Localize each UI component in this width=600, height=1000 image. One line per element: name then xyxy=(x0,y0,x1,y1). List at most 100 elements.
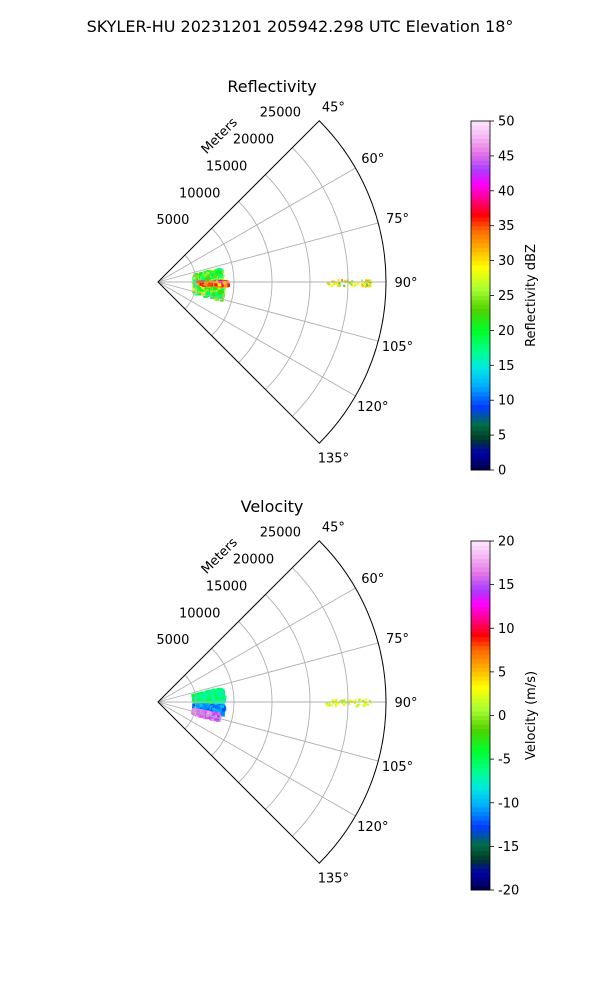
colorbar-segment xyxy=(471,225,490,231)
echo-gate xyxy=(205,288,208,292)
echo-gate xyxy=(367,279,370,282)
echo-gate xyxy=(205,276,210,281)
echo-gate xyxy=(214,296,218,300)
colorbar-segment xyxy=(471,663,490,668)
colorbar-tick-label: 30 xyxy=(498,254,515,269)
polar-grid xyxy=(157,567,386,837)
colorbar-segment xyxy=(471,610,490,616)
colorbar-segment xyxy=(471,326,490,331)
echo-gate xyxy=(336,701,339,705)
colorbar-segment xyxy=(471,243,490,248)
echo-gate xyxy=(349,281,352,284)
colorbar-segment xyxy=(471,321,490,327)
echo-gate xyxy=(200,691,204,695)
colorbar-segment xyxy=(471,168,490,174)
colorbar-tick-label: 20 xyxy=(498,535,515,550)
echo-gate xyxy=(211,690,215,694)
echo-gate xyxy=(328,704,331,707)
range-tick-label: 5000 xyxy=(156,213,189,228)
colorbar-segment xyxy=(471,706,490,712)
colorbar-segment xyxy=(471,190,490,196)
echo-gate xyxy=(218,710,221,713)
echo-gate xyxy=(326,703,329,706)
echo-gate xyxy=(204,287,207,291)
colorbar-segment xyxy=(471,125,490,131)
echo-gate xyxy=(218,283,222,287)
colorbar-segment xyxy=(471,173,490,179)
echo-gate xyxy=(200,280,205,285)
echo-gate xyxy=(192,282,195,285)
colorbar-segment xyxy=(471,545,490,551)
colorbar-segment xyxy=(471,356,490,362)
echo-gate xyxy=(335,704,338,708)
echo-gate xyxy=(332,701,335,704)
echo-gate xyxy=(217,712,221,716)
echo-gate xyxy=(331,699,334,702)
colorbar-segment xyxy=(471,439,490,445)
colorbar-segment xyxy=(471,147,490,152)
colorbar-segment xyxy=(471,404,490,410)
colorbar-segment xyxy=(471,802,490,808)
colorbar-segment xyxy=(471,369,490,375)
panel-title: Reflectivity xyxy=(227,77,316,96)
colorbar-tick-label: -5 xyxy=(498,753,511,768)
colorbar-segment xyxy=(471,391,490,397)
echo-gate xyxy=(200,695,205,700)
colorbar-tick-label: 15 xyxy=(498,359,515,374)
echo-gate xyxy=(202,706,207,711)
echo-gate xyxy=(209,704,213,707)
colorbar-segment xyxy=(471,868,490,873)
echo-gate xyxy=(197,705,201,709)
colorbar-segment xyxy=(471,317,490,323)
echo-gate xyxy=(337,284,340,288)
echo-gate xyxy=(214,699,218,703)
colorbar-segment xyxy=(471,798,490,804)
colorbar-segment xyxy=(471,833,490,839)
colorbar-segment xyxy=(471,885,490,891)
echo-gate xyxy=(196,285,199,288)
echo-gate xyxy=(196,701,200,705)
echo-gate xyxy=(202,281,207,286)
echo-gate xyxy=(217,707,221,710)
colorbar-tick-label: 15 xyxy=(498,578,515,593)
colorbar-segment xyxy=(471,794,490,799)
echo-gate xyxy=(204,274,209,278)
echo-gate xyxy=(362,699,364,702)
echo-gate xyxy=(357,282,360,286)
sector-outline xyxy=(157,120,387,444)
echo-gate xyxy=(363,702,366,705)
echo-gate xyxy=(206,289,209,292)
colorbar-segment xyxy=(471,422,490,427)
echo-gate xyxy=(208,705,211,708)
echo-gate xyxy=(332,283,335,286)
azimuth-tick-label: 120° xyxy=(357,400,388,415)
echo-gate xyxy=(193,711,198,716)
echo-gate xyxy=(218,692,223,697)
echo-gate xyxy=(192,694,196,698)
echo-gate xyxy=(203,293,208,298)
echo-gate xyxy=(205,714,209,718)
echo-gate xyxy=(209,689,213,693)
colorbar-segment xyxy=(471,234,490,240)
echo-gate xyxy=(215,696,219,700)
colorbar-segment xyxy=(471,443,490,449)
echo-gate xyxy=(211,278,215,282)
azimuth-tick-label: 135° xyxy=(318,871,349,886)
echo-gate xyxy=(199,703,203,707)
echo-gate xyxy=(355,705,358,708)
echo-gate xyxy=(204,699,208,703)
echo-gate xyxy=(217,286,221,290)
echo-gate xyxy=(369,280,372,283)
colorbar-tick-label: 25 xyxy=(498,289,515,304)
azimuth-tick-label: 90° xyxy=(394,696,417,711)
echo-gate xyxy=(216,698,221,703)
echo-gate xyxy=(341,702,344,705)
colorbar-tick-label: 35 xyxy=(498,219,515,234)
echo-gate xyxy=(339,699,342,702)
colorbar-segment xyxy=(471,177,490,183)
colorbar-segment xyxy=(471,339,490,344)
azimuth-tick-label: 60° xyxy=(361,572,384,587)
echo-gate xyxy=(217,270,220,273)
echo-gate xyxy=(334,281,337,284)
echo-gate xyxy=(205,691,210,695)
